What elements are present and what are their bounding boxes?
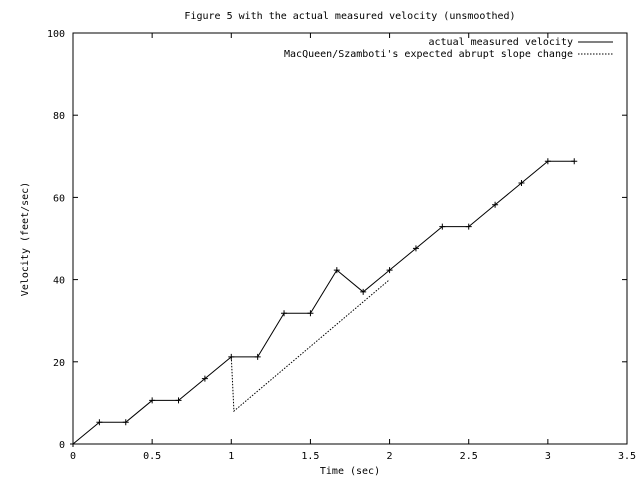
data-point-marker: [492, 201, 499, 208]
x-axis: 0 0.5 1 1.5 2 2.5 3 3.5: [70, 33, 636, 462]
data-point-marker: [175, 397, 182, 404]
x-tick-label: 1: [228, 451, 234, 462]
legend-label-expected: MacQueen/Szamboti's expected abrupt slop…: [284, 49, 573, 60]
legend: actual measured velocity MacQueen/Szambo…: [284, 37, 613, 60]
x-tick-label: 2: [387, 451, 393, 462]
data-point-marker: [70, 441, 76, 447]
data-point-marker: [386, 267, 393, 274]
data-point-marker: [201, 375, 208, 382]
plot-frame: [72, 32, 628, 445]
data-point-marker: [439, 223, 446, 230]
data-point-marker: [281, 310, 288, 317]
series-line-measured: [72, 160, 575, 445]
x-axis-label: Time (sec): [320, 466, 380, 477]
series-line-expected: [230, 279, 390, 413]
data-point-marker: [333, 267, 340, 274]
data-point-marker: [254, 353, 261, 360]
x-tick-label: 3: [545, 451, 551, 462]
x-tick-label: 0.5: [143, 451, 161, 462]
data-point-marker: [544, 158, 551, 165]
y-tick-label: 60: [53, 193, 65, 204]
y-tick-label: 80: [53, 111, 65, 122]
data-point-marker: [149, 397, 156, 404]
y-tick-label: 100: [47, 29, 65, 40]
x-tick-label: 1.5: [301, 451, 319, 462]
data-point-marker: [571, 158, 578, 165]
chart-title: Figure 5 with the actual measured veloci…: [184, 11, 515, 22]
series-layer: [70, 158, 578, 447]
data-point-marker: [465, 223, 472, 230]
data-point-marker: [122, 419, 129, 426]
data-point-marker: [228, 353, 235, 360]
x-tick-label: 2.5: [460, 451, 478, 462]
y-axis-label: Velocity (feet/sec): [20, 182, 31, 296]
data-point-marker: [518, 180, 525, 187]
data-point-marker: [307, 310, 314, 317]
data-point-marker: [412, 245, 419, 252]
x-tick-label: 3.5: [618, 451, 636, 462]
y-tick-label: 0: [59, 440, 65, 451]
x-tick-label: 0: [70, 451, 76, 462]
y-tick-label: 20: [53, 358, 65, 369]
y-tick-label: 40: [53, 276, 65, 287]
data-point-marker: [96, 419, 103, 426]
legend-label-measured: actual measured velocity: [429, 37, 574, 48]
data-point-marker: [360, 288, 367, 295]
y-axis: 0 20 40 60 80 100: [47, 29, 627, 451]
